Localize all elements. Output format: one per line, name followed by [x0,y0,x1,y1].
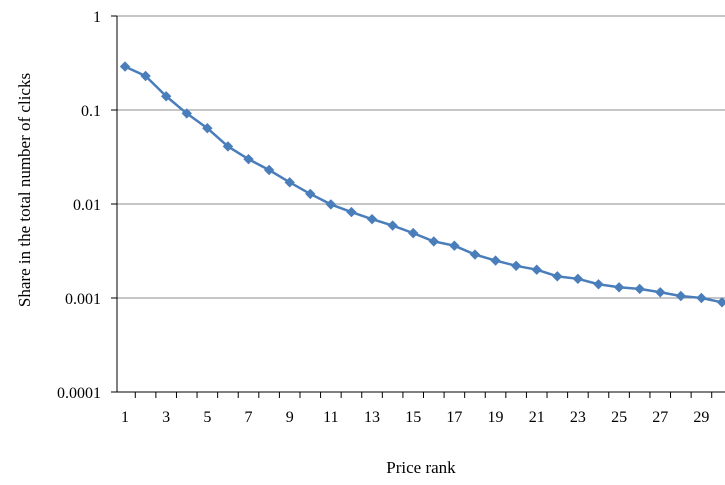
data-point [325,199,337,210]
data-point [387,220,398,231]
y-axis-title: Share in the total number of clicks [15,73,34,307]
data-point [531,264,542,275]
x-tick-label: 15 [405,409,421,426]
data-point [346,206,357,218]
gridlines [117,15,725,299]
y-tick-label: 0.01 [73,197,101,214]
data-point [366,213,378,225]
data-point [510,260,522,272]
data-point [613,282,625,293]
x-tick-label: 29 [693,409,709,426]
x-tick-label: 27 [652,409,668,426]
y-tick-labels: 1 0.1 0.01 0.001 0.0001 [57,9,101,402]
data-point [140,70,151,82]
data-point [469,249,481,260]
y-tick-label: 0.0001 [57,385,101,402]
x-tick-label: 23 [570,409,586,426]
series-line [124,65,723,304]
data-point [222,141,234,152]
x-tick-label: 1 [121,409,129,426]
x-tick-label: 9 [286,409,294,426]
data-point [202,123,213,134]
x-tick-label: 11 [323,409,338,426]
data-point [675,290,687,302]
data-point [263,164,275,176]
data-point [305,188,316,200]
x-tick-label: 5 [203,409,211,426]
data-point [490,255,501,266]
data-point [160,91,172,102]
y-tick-label: 1 [93,9,101,26]
data-point [696,292,707,304]
data-point [655,287,666,298]
data-point [181,108,192,119]
x-tick-label: 19 [488,409,504,426]
data-point [449,240,460,251]
data-point [408,227,419,239]
data-point [119,61,131,72]
data-point [428,236,439,247]
data-point [284,177,295,188]
x-tick-marks [111,15,713,398]
data-point [634,283,645,295]
x-tick-labels: 1 3 5 7 9 11 13 15 17 19 21 23 25 27 29 [121,409,709,426]
x-tick-label: 13 [364,409,380,426]
data-point [716,297,725,308]
series-group [119,61,725,308]
x-tick-label: 21 [529,409,545,426]
x-tick-label: 3 [162,409,170,426]
x-tick-label: 25 [611,409,627,426]
y-tick-label: 0.1 [81,103,101,120]
data-point [593,279,604,290]
x-axis-title: Price rank [386,458,456,477]
data-point [572,273,584,285]
y-tick-label: 0.001 [65,291,101,308]
x-tick-label: 7 [245,409,253,426]
x-tick-label: 17 [446,409,462,426]
data-point [243,153,254,165]
data-point [552,271,563,282]
